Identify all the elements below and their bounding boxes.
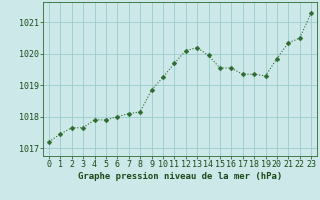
X-axis label: Graphe pression niveau de la mer (hPa): Graphe pression niveau de la mer (hPa)	[78, 172, 282, 181]
